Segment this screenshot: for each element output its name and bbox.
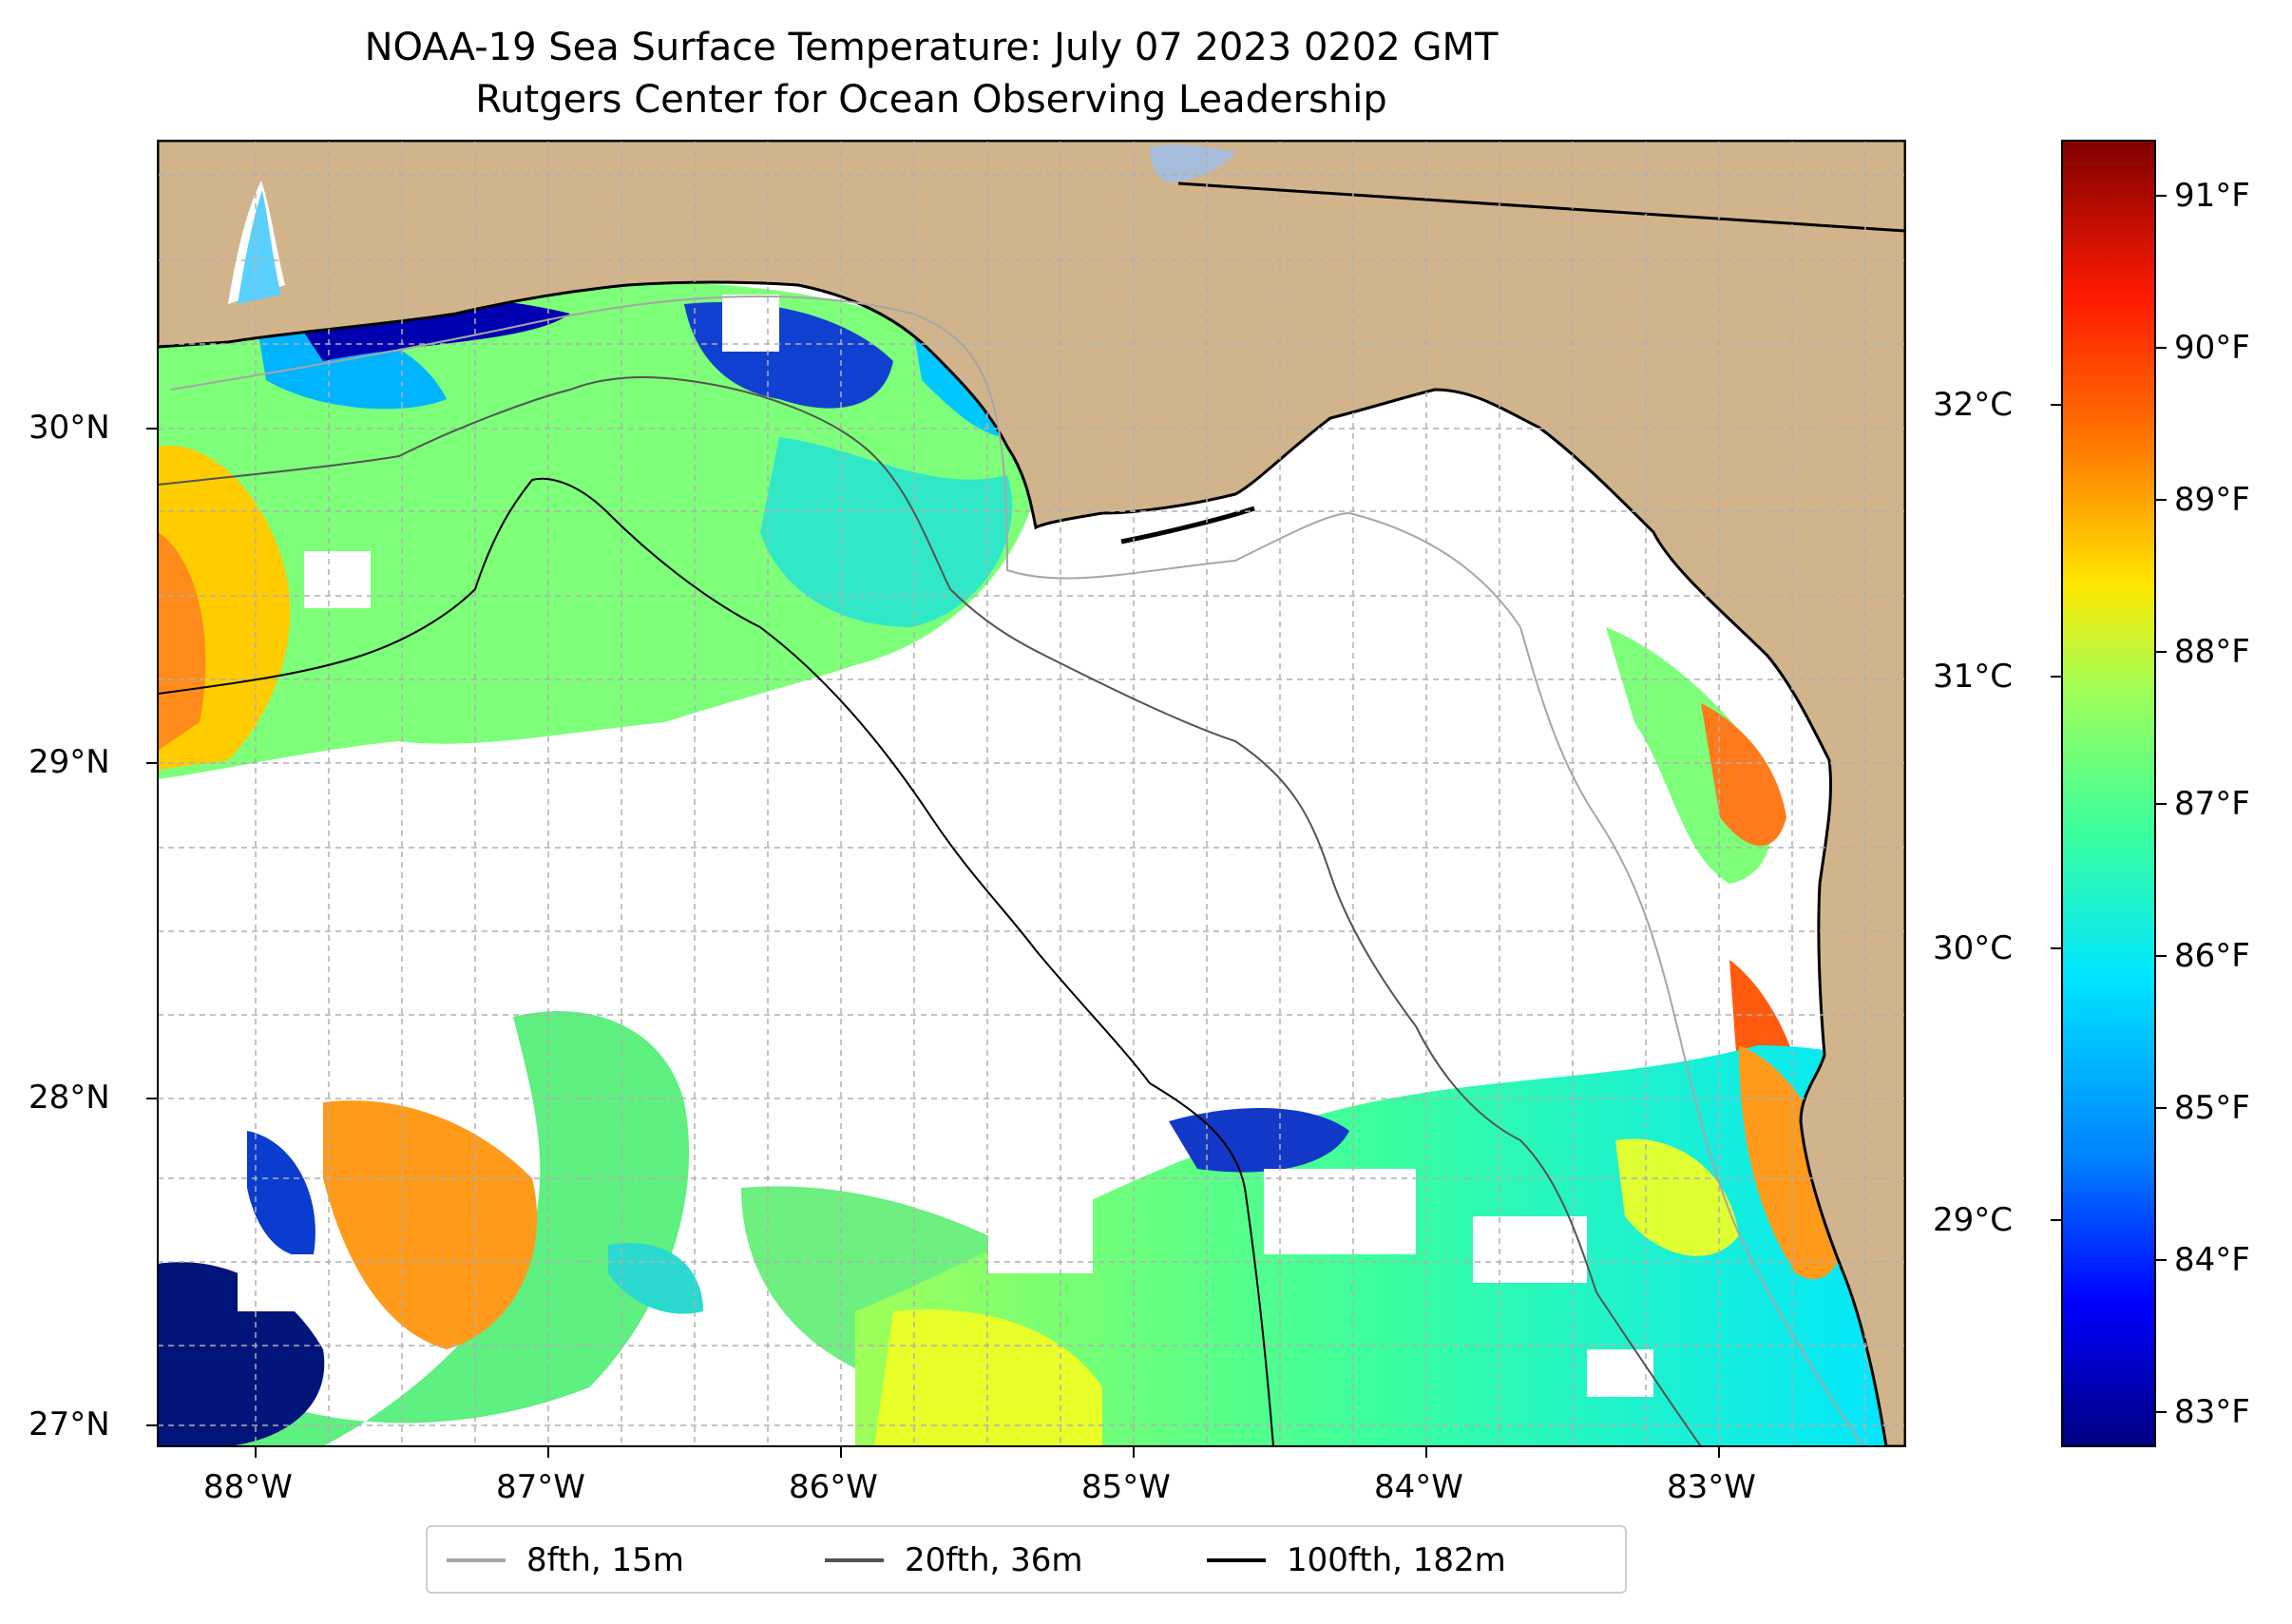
- colorbar-c-label: 30°C: [1933, 929, 2014, 967]
- lat-label: 27°N: [29, 1405, 110, 1443]
- colorbar: [2061, 140, 2156, 1447]
- legend-item-100fth: 100fth, 182m: [1207, 1537, 1506, 1584]
- isobath-8fth: [170, 295, 1863, 1446]
- colorbar-c-label: 32°C: [1933, 386, 2014, 424]
- legend-swatch: [1207, 1558, 1266, 1562]
- legend-item-20fth: 20fth, 36m: [825, 1537, 1083, 1584]
- colorbar-c-label: 31°C: [1933, 658, 2014, 696]
- gridlines: [158, 141, 1905, 1446]
- colorbar-f-label: 90°F: [2174, 329, 2250, 367]
- isobath-20fth: [158, 376, 1702, 1446]
- sst-data-north: [158, 276, 1805, 1127]
- barrier-island: [1120, 506, 1255, 545]
- lon-label: 87°W: [496, 1468, 585, 1506]
- colorbar-f-label: 83°F: [2174, 1393, 2250, 1431]
- colorbar-f-label: 85°F: [2174, 1089, 2250, 1127]
- land: [158, 141, 1905, 1446]
- lon-label: 84°W: [1374, 1468, 1463, 1506]
- lon-label: 83°W: [1667, 1468, 1756, 1506]
- isobath-100fth: [158, 477, 1274, 1446]
- legend-label: 8fth, 15m: [526, 1541, 684, 1579]
- cloud-gaps: [238, 295, 1653, 1397]
- lake: [1150, 144, 1235, 182]
- legend-swatch: [447, 1558, 506, 1562]
- legend-label: 20fth, 36m: [905, 1541, 1083, 1579]
- map-frame: [157, 140, 1906, 1447]
- colorbar-f-label: 88°F: [2174, 633, 2250, 671]
- colorbar-f-label: 91°F: [2174, 177, 2250, 215]
- lon-label: 85°W: [1081, 1468, 1171, 1506]
- map-title: NOAA-19 Sea Surface Temperature: July 07…: [364, 26, 1499, 69]
- legend-swatch: [825, 1558, 884, 1562]
- colorbar-c-label: 29°C: [1933, 1201, 2014, 1239]
- colorbar-f-label: 84°F: [2174, 1241, 2250, 1279]
- map-ticks: [146, 428, 1720, 1458]
- map-subtitle: Rutgers Center for Ocean Observing Leade…: [475, 78, 1387, 122]
- colorbar-ticks: [2051, 195, 2167, 1413]
- isobath-legend: 8fth, 15m 20fth, 36m 100fth, 182m: [426, 1525, 1627, 1594]
- legend-item-8fth: 8fth, 15m: [447, 1537, 684, 1584]
- lat-label: 29°N: [29, 743, 110, 781]
- lat-label: 30°N: [29, 409, 110, 447]
- bay-inlet-data: [238, 190, 281, 304]
- colorbar-f-label: 89°F: [2174, 481, 2250, 519]
- colorbar-f-label: 86°F: [2174, 937, 2250, 975]
- colorbar-f-label: 87°F: [2174, 785, 2250, 823]
- lat-label: 28°N: [29, 1079, 110, 1117]
- legend-label: 100fth, 182m: [1287, 1541, 1506, 1579]
- lon-label: 86°W: [789, 1468, 878, 1506]
- state-boundary: [1177, 182, 1905, 233]
- lon-label: 88°W: [203, 1468, 293, 1506]
